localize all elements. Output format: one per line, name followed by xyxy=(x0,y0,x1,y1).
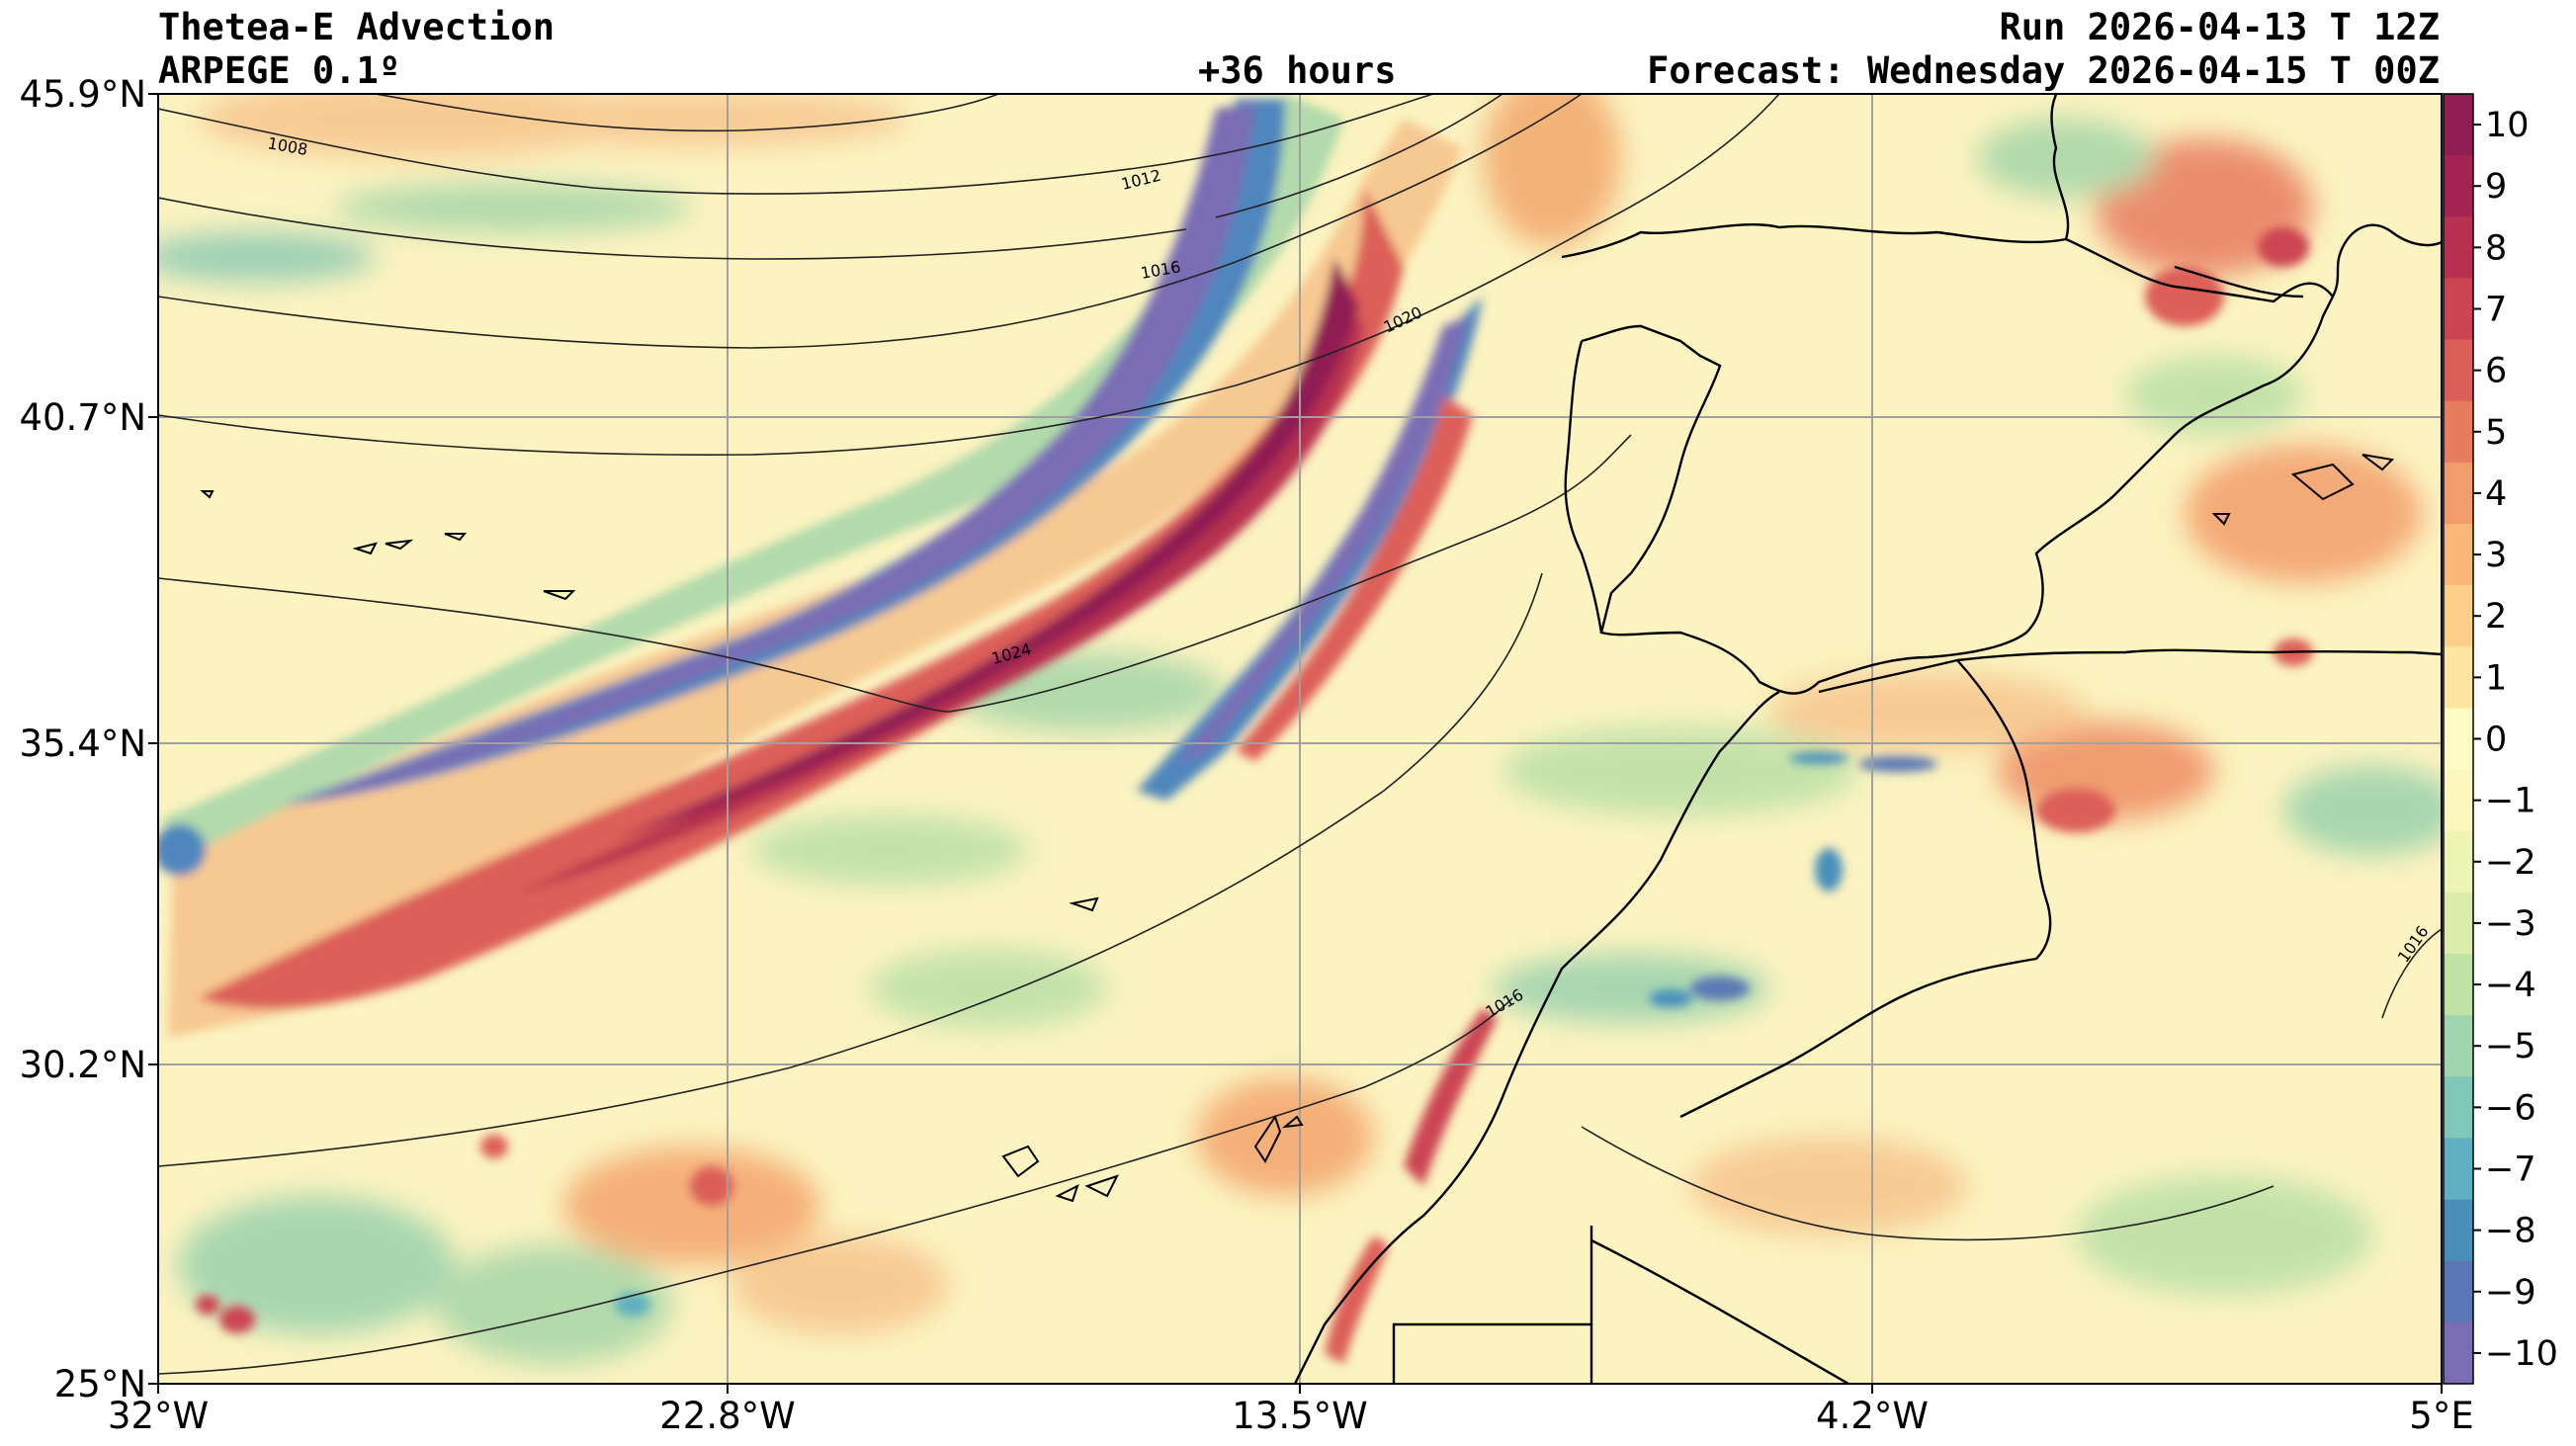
colorbar-swatch xyxy=(2444,769,2473,832)
coastlines xyxy=(1293,94,2442,1384)
lon-label: 32°W xyxy=(108,1395,209,1437)
colorbar-swatch xyxy=(2444,1015,2473,1077)
colorbar-label: 8 xyxy=(2485,228,2507,268)
colorbar-label: −9 xyxy=(2485,1273,2536,1313)
colorbar-swatch xyxy=(2444,524,2473,586)
colorbar-label: −3 xyxy=(2485,904,2536,944)
lon-label: 5°E xyxy=(2409,1395,2473,1437)
colorbar-label: −8 xyxy=(2485,1212,2536,1251)
colorbar-label: 3 xyxy=(2485,536,2507,575)
colorbar-swatch xyxy=(2444,646,2473,709)
colorbar-swatch xyxy=(2444,216,2473,279)
colorbar-label: 0 xyxy=(2485,721,2507,760)
advection-field xyxy=(158,94,2442,1364)
lat-label: 30.2°N xyxy=(19,1044,146,1086)
lon-label: 13.5°W xyxy=(1232,1395,1367,1437)
latitude-labels: 45.9°N 40.7°N 35.4°N 30.2°N 25°N xyxy=(19,73,146,1405)
lead-time: +36 hours xyxy=(1198,49,1397,92)
colorbar-label: 4 xyxy=(2485,474,2507,514)
isobars xyxy=(158,94,2442,1375)
lon-label: 22.8°W xyxy=(659,1395,795,1437)
colorbar-label: 9 xyxy=(2485,167,2507,207)
lon-label: 4.2°W xyxy=(1816,1395,1929,1437)
axis-ticks xyxy=(148,93,2443,1394)
colorbar-label: 6 xyxy=(2485,352,2507,391)
colorbar-swatch xyxy=(2444,892,2473,955)
colorbar-swatch xyxy=(2444,400,2473,464)
map-title: Thetea-E Advection xyxy=(158,6,555,48)
longitude-labels: 32°W 22.8°W 13.5°W 4.2°W 5°E xyxy=(108,1395,2474,1437)
colorbar-swatch xyxy=(2444,278,2473,341)
colorbar-swatch xyxy=(2444,1260,2473,1323)
map-panel: 1008 1012 1016 1020 1024 1016 1016 xyxy=(158,94,2442,1384)
colorbar-swatch xyxy=(2444,708,2473,771)
colorbar-label: 1 xyxy=(2485,658,2507,698)
lat-label: 35.4°N xyxy=(19,723,146,765)
colorbar-label: −5 xyxy=(2485,1027,2536,1066)
colorbar-swatch xyxy=(2444,830,2473,893)
islands xyxy=(200,454,2395,1203)
colorbar-swatch xyxy=(2444,1076,2473,1139)
colorbar-swatch xyxy=(2444,155,2473,217)
colorbar-swatch xyxy=(2444,585,2473,647)
colorbar-label: −6 xyxy=(2485,1088,2536,1128)
colorbar-swatch xyxy=(2444,462,2473,525)
colorbar-swatch xyxy=(2444,1321,2473,1385)
graticule xyxy=(158,94,2442,1384)
colorbar-label: 2 xyxy=(2485,597,2507,637)
colorbar-label: 10 xyxy=(2485,106,2530,145)
colorbar-swatch xyxy=(2444,1138,2473,1201)
colorbar-label: 5 xyxy=(2485,413,2507,453)
colorbar-swatch xyxy=(2444,339,2473,402)
model-label: ARPEGE 0.1º xyxy=(158,49,401,92)
colorbar-label: 7 xyxy=(2485,291,2507,330)
colorbar-label: −4 xyxy=(2485,966,2536,1005)
colorbar-label: −2 xyxy=(2485,843,2536,883)
colorbar-label: −7 xyxy=(2485,1150,2536,1190)
colorbar-swatch xyxy=(2444,954,2473,1016)
run-time: Run 2026-04-13 T 12Z xyxy=(1999,6,2440,48)
lat-label: 40.7°N xyxy=(19,396,146,439)
colorbar-label: −1 xyxy=(2485,782,2536,821)
lat-label: 25°N xyxy=(54,1363,146,1405)
colorbar-label: −10 xyxy=(2485,1334,2558,1374)
colorbar-swatch xyxy=(2444,1199,2473,1262)
colorbar-swatch xyxy=(2444,94,2473,156)
lat-label: 45.9°N xyxy=(19,73,146,116)
forecast-time: Forecast: Wednesday 2026-04-15 T 00Z xyxy=(1647,49,2440,92)
